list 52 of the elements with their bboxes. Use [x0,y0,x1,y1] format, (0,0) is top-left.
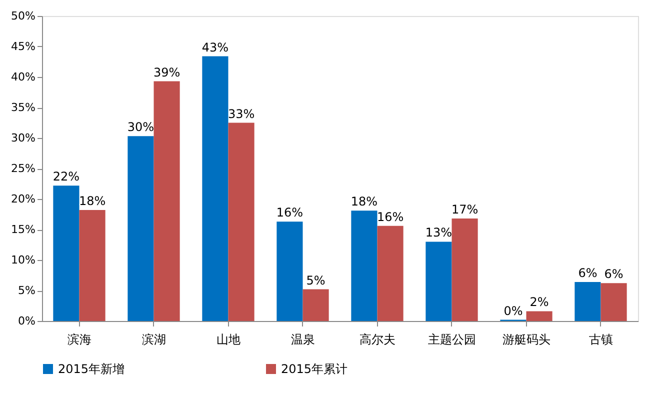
x-tick-label: 山地 [216,332,240,346]
x-tick-label: 主题公园 [428,332,476,346]
bar [228,122,254,321]
bar [377,226,404,321]
x-tick-label: 滨湖 [142,332,166,346]
bar [426,242,452,321]
y-tick-label: 30% [11,132,36,144]
y-tick-label: 10% [11,254,36,266]
bar [79,210,106,321]
data-label: 22% [52,170,80,184]
data-label: 43% [202,40,229,54]
bar [600,283,627,321]
bar [351,210,378,321]
bar [526,311,552,321]
data-label: 2% [530,295,549,310]
data-label: 39% [153,65,180,80]
bar [202,56,228,321]
data-label: 0% [504,304,523,318]
y-tick-label: 50% [11,10,36,22]
x-tick-label: 游艇码头 [502,332,550,346]
bar [154,81,180,321]
y-tick-label: 0% [18,314,36,328]
y-tick-label: 20% [11,192,36,206]
data-label: 6% [604,267,624,282]
y-tick-label: 15% [11,223,36,236]
y-tick-label: 35% [11,101,36,114]
data-label: 16% [376,210,404,224]
data-label: 5% [306,273,326,288]
data-label: 33% [228,106,255,121]
bar [574,282,601,321]
data-label: 17% [451,202,478,217]
x-tick-label: 古镇 [588,332,613,346]
y-tick-label: 25% [11,162,36,175]
x-tick-label: 高尔夫 [359,332,396,346]
legend-label: 2015年累计 [281,362,348,376]
data-label: 6% [578,266,598,280]
data-label: 30% [127,120,154,134]
bar [276,222,303,321]
x-tick-label: 滨海 [67,332,92,346]
bar [53,186,80,321]
y-tick-label: 40% [11,70,36,84]
data-label: 16% [276,206,304,220]
y-tick-label: 5% [18,284,36,297]
bar [452,218,478,321]
y-tick-label: 45% [11,40,36,53]
bar [302,289,329,321]
data-label: 18% [350,194,378,209]
legend-label: 2015年新增 [58,362,125,376]
bar [128,136,154,321]
data-label: 18% [78,194,106,208]
x-tick-label: 温泉 [290,332,315,346]
data-label: 13% [425,226,452,240]
